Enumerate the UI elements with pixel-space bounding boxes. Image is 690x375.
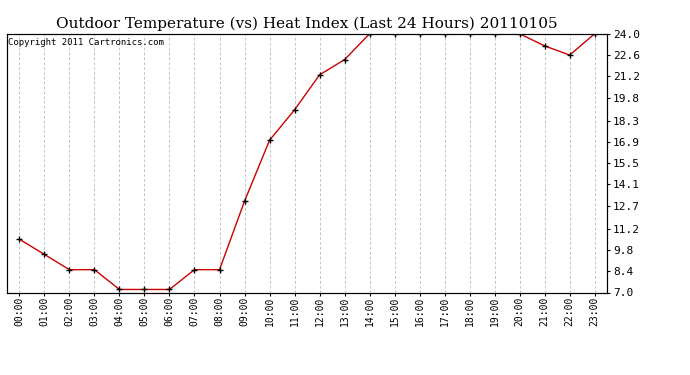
Text: Copyright 2011 Cartronics.com: Copyright 2011 Cartronics.com <box>8 38 164 46</box>
Title: Outdoor Temperature (vs) Heat Index (Last 24 Hours) 20110105: Outdoor Temperature (vs) Heat Index (Las… <box>57 17 558 31</box>
